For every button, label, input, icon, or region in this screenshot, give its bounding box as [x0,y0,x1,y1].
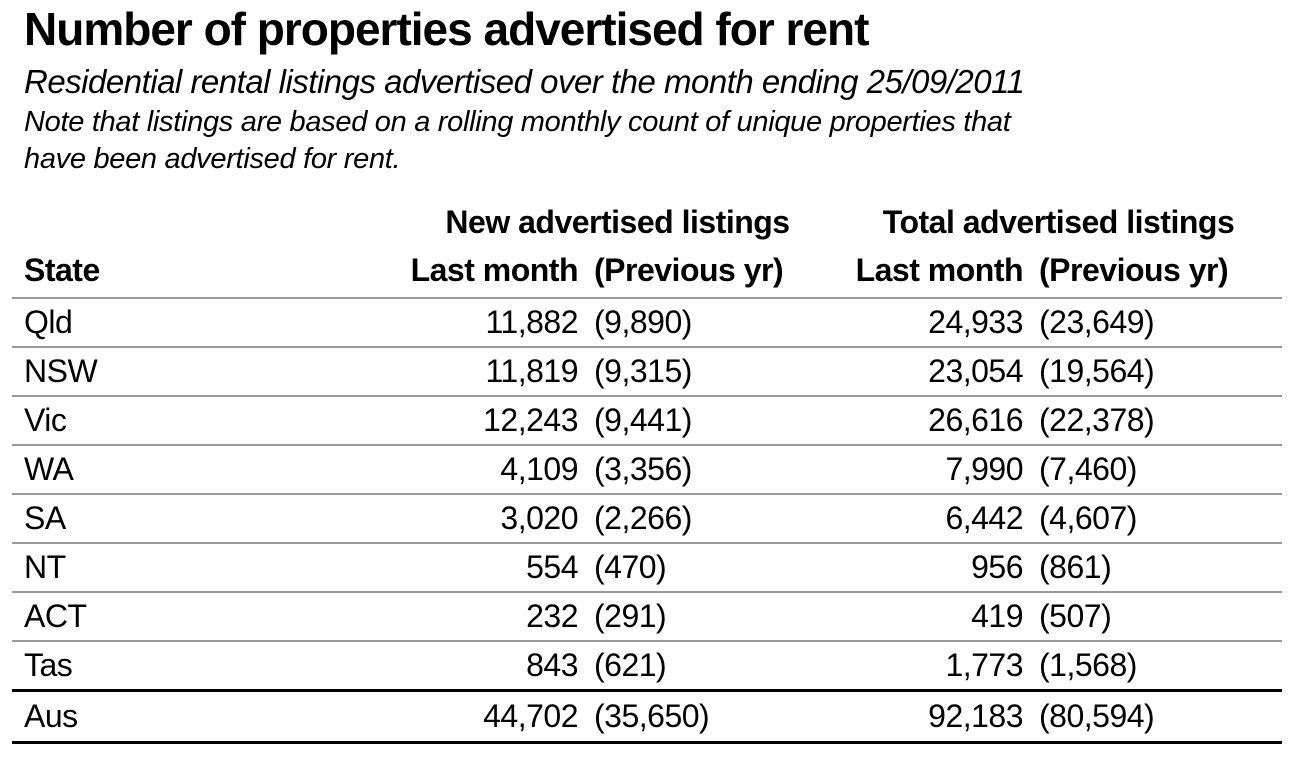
new-previous-yr-cell: (35,650) [578,690,836,744]
new-last-month-cell: 44,702 [400,690,578,744]
state-cell: WA [12,445,400,495]
total-last-month-cell: 24,933 [835,298,1024,348]
new-previous-yr-cell: (9,441) [578,396,836,446]
new-last-month-cell: 554 [400,543,578,593]
total-previous-yr-cell: (19,564) [1023,347,1283,397]
new-previous-yr-cell: (9,315) [578,347,836,397]
table-row-act: ACT 232 (291) 419 (507) [12,592,1283,642]
new-previous-yr-cell: (9,890) [578,298,836,348]
state-cell: NT [12,543,400,593]
table-row-vic: Vic 12,243 (9,441) 26,616 (22,378) [12,396,1283,446]
state-cell: Vic [12,396,400,446]
total-last-month-cell: 419 [835,592,1024,642]
group-header-new-listings: New advertised listings [445,203,790,240]
table-row-tas: Tas 843 (621) 1,773 (1,568) [12,641,1283,692]
page-title: Number of properties advertised for rent [24,3,869,55]
state-cell: Aus [12,690,400,744]
subtitle: Residential rental listings advertised o… [24,63,1025,100]
total-last-month-cell: 92,183 [835,690,1024,744]
new-last-month-cell: 3,020 [400,494,578,544]
group-header-row: New advertised listings Total advertised… [12,200,1282,244]
new-previous-yr-cell: (2,266) [578,494,836,544]
state-cell: Qld [12,298,400,348]
total-previous-yr-cell: (861) [1023,543,1283,593]
total-previous-yr-cell: (507) [1023,592,1283,642]
total-previous-yr-cell: (80,594) [1023,690,1283,744]
note: Note that listings are based on a rollin… [24,104,1295,178]
new-last-month-cell: 232 [400,592,578,642]
total-last-month-cell: 23,054 [835,347,1024,397]
col-header-new-previous-yr: (Previous yr) [578,244,836,299]
table-row-wa: WA 4,109 (3,356) 7,990 (7,460) [12,445,1283,495]
table-row-qld: Qld 11,882 (9,890) 24,933 (23,649) [12,298,1283,348]
state-cell: ACT [12,592,400,642]
new-last-month-cell: 11,819 [400,347,578,397]
total-previous-yr-cell: (22,378) [1023,396,1283,446]
state-cell: SA [12,494,400,544]
new-last-month-cell: 12,243 [400,396,578,446]
total-last-month-cell: 956 [835,543,1024,593]
column-header-row: State Last month (Previous yr) Last mont… [12,244,1283,299]
table-row-sa: SA 3,020 (2,266) 6,442 (4,607) [12,494,1283,544]
table-row-nsw: NSW 11,819 (9,315) 23,054 (19,564) [12,347,1283,397]
col-header-total-last-month: Last month [835,244,1024,299]
table-row-nt: NT 554 (470) 956 (861) [12,543,1283,593]
new-previous-yr-cell: (291) [578,592,836,642]
note-line-1: Note that listings are based on a rollin… [24,106,1011,138]
new-previous-yr-cell: (621) [578,641,836,692]
col-header-total-previous-yr: (Previous yr) [1023,244,1283,299]
total-last-month-cell: 7,990 [835,445,1024,495]
listings-table: New advertised listings Total advertised… [12,200,1283,744]
total-previous-yr-cell: (7,460) [1023,445,1283,495]
new-previous-yr-cell: (3,356) [578,445,836,495]
col-header-new-last-month: Last month [400,244,578,299]
group-header-total-listings: Total advertised listings [882,203,1235,240]
total-last-month-cell: 26,616 [835,396,1024,446]
total-previous-yr-cell: (23,649) [1023,298,1283,348]
state-cell: Tas [12,641,400,692]
group-header-spacer [12,200,400,244]
note-line-2: have been advertised for rent. [24,143,401,175]
total-previous-yr-cell: (4,607) [1023,494,1283,544]
col-header-state: State [12,244,400,299]
table-row-aus-total: Aus 44,702 (35,650) 92,183 (80,594) [12,690,1283,744]
state-cell: NSW [12,347,400,397]
total-last-month-cell: 1,773 [835,641,1024,692]
new-previous-yr-cell: (470) [578,543,836,593]
total-last-month-cell: 6,442 [835,494,1024,544]
total-previous-yr-cell: (1,568) [1023,641,1283,692]
new-last-month-cell: 843 [400,641,578,692]
new-last-month-cell: 11,882 [400,298,578,348]
new-last-month-cell: 4,109 [400,445,578,495]
